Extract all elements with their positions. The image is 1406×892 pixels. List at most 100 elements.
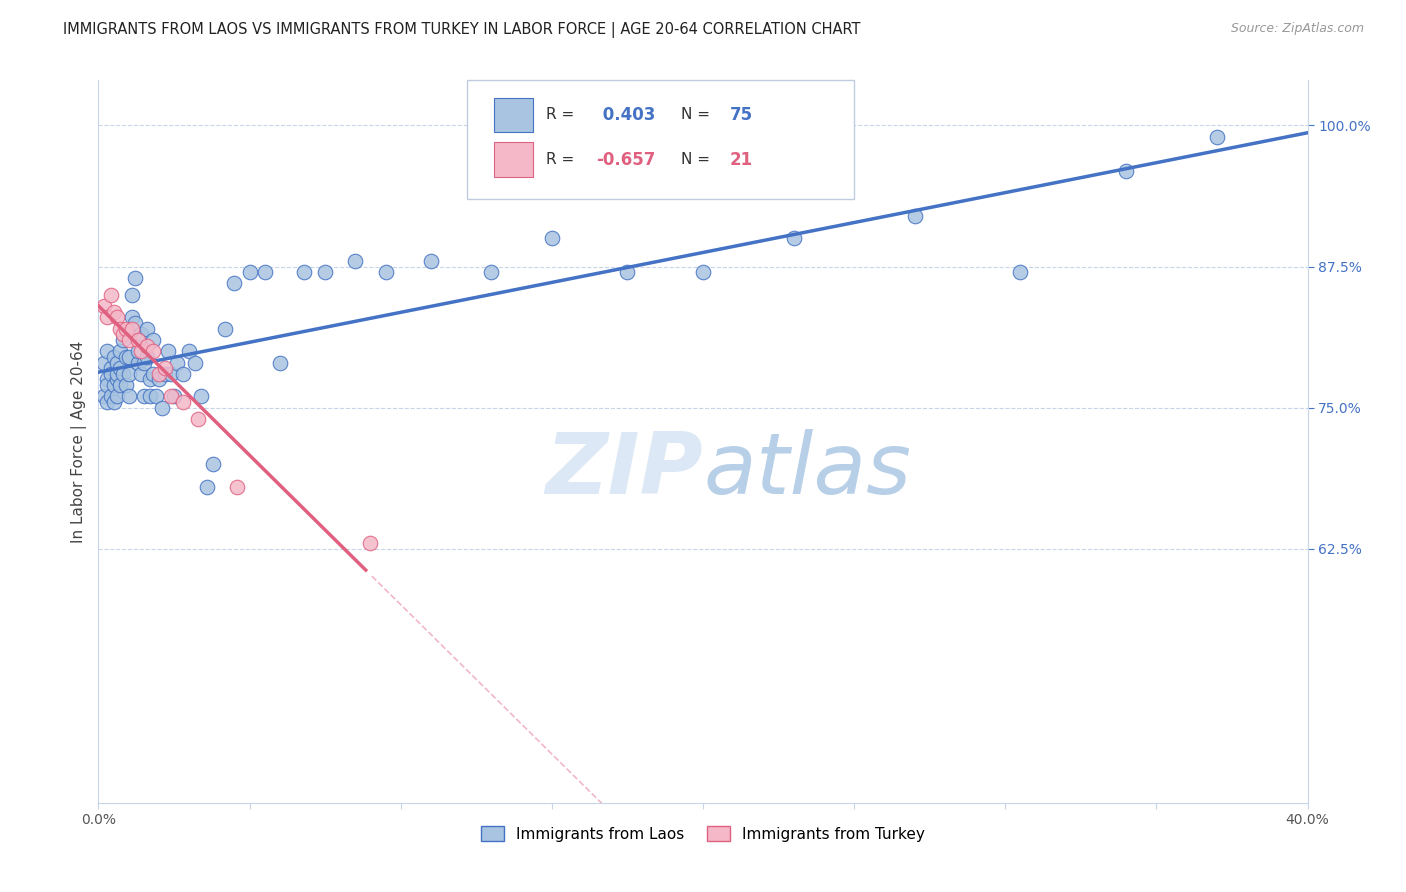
Point bbox=[160, 367, 183, 381]
Point bbox=[132, 355, 155, 369]
Text: 75: 75 bbox=[730, 106, 752, 124]
Legend: Immigrants from Laos, Immigrants from Turkey: Immigrants from Laos, Immigrants from Tu… bbox=[474, 819, 932, 849]
Point bbox=[93, 389, 115, 403]
Point bbox=[420, 253, 443, 268]
Point bbox=[100, 389, 122, 403]
Point bbox=[105, 372, 128, 386]
Point bbox=[214, 321, 236, 335]
Point bbox=[142, 344, 165, 359]
Point bbox=[100, 361, 122, 376]
Text: IMMIGRANTS FROM LAOS VS IMMIGRANTS FROM TURKEY IN LABOR FORCE | AGE 20-64 CORREL: IMMIGRANTS FROM LAOS VS IMMIGRANTS FROM … bbox=[63, 22, 860, 38]
Point bbox=[103, 378, 125, 392]
Point bbox=[253, 265, 276, 279]
Point bbox=[540, 231, 562, 245]
Point bbox=[93, 355, 115, 369]
Point bbox=[150, 401, 173, 415]
Point bbox=[121, 310, 143, 325]
Point bbox=[187, 412, 209, 426]
Point bbox=[124, 316, 146, 330]
Point bbox=[118, 333, 141, 347]
Point bbox=[93, 299, 115, 313]
Point bbox=[111, 367, 134, 381]
Point bbox=[129, 327, 152, 342]
FancyBboxPatch shape bbox=[494, 143, 533, 178]
Point bbox=[108, 344, 131, 359]
Point bbox=[108, 378, 131, 392]
Point bbox=[121, 321, 143, 335]
Point bbox=[129, 344, 152, 359]
Text: N =: N = bbox=[682, 153, 716, 168]
Point bbox=[105, 310, 128, 325]
Point bbox=[127, 355, 149, 369]
Point bbox=[96, 378, 118, 392]
Text: R =: R = bbox=[546, 153, 579, 168]
Point bbox=[139, 389, 162, 403]
Point bbox=[202, 457, 225, 471]
Point bbox=[360, 536, 382, 550]
Point bbox=[314, 265, 336, 279]
Y-axis label: In Labor Force | Age 20-64: In Labor Force | Age 20-64 bbox=[72, 341, 87, 542]
Point bbox=[226, 480, 249, 494]
Point bbox=[269, 355, 291, 369]
Point bbox=[1115, 163, 1137, 178]
Point bbox=[114, 350, 136, 364]
Point bbox=[127, 344, 149, 359]
Point bbox=[145, 389, 167, 403]
FancyBboxPatch shape bbox=[494, 97, 533, 132]
Text: N =: N = bbox=[682, 107, 716, 122]
Point bbox=[121, 287, 143, 301]
Text: 21: 21 bbox=[730, 151, 752, 169]
Point bbox=[105, 389, 128, 403]
Point bbox=[224, 277, 246, 291]
Point bbox=[129, 367, 152, 381]
FancyBboxPatch shape bbox=[467, 80, 855, 200]
Point bbox=[179, 344, 201, 359]
Point bbox=[96, 372, 118, 386]
Point bbox=[100, 367, 122, 381]
Point bbox=[114, 321, 136, 335]
Point bbox=[100, 287, 122, 301]
Point bbox=[172, 367, 194, 381]
Point bbox=[96, 310, 118, 325]
Point bbox=[904, 209, 927, 223]
Point bbox=[195, 480, 218, 494]
Point bbox=[153, 367, 176, 381]
Point bbox=[139, 372, 162, 386]
Point bbox=[142, 367, 165, 381]
Point bbox=[153, 361, 176, 376]
Point bbox=[135, 321, 157, 335]
Point bbox=[783, 231, 806, 245]
Point bbox=[142, 333, 165, 347]
Point bbox=[118, 367, 141, 381]
Point bbox=[132, 389, 155, 403]
Point bbox=[105, 367, 128, 381]
Point bbox=[108, 321, 131, 335]
Point bbox=[135, 338, 157, 352]
Point bbox=[105, 355, 128, 369]
Text: Source: ZipAtlas.com: Source: ZipAtlas.com bbox=[1230, 22, 1364, 36]
Point bbox=[96, 344, 118, 359]
Point bbox=[344, 253, 367, 268]
Point bbox=[135, 350, 157, 364]
Point bbox=[292, 265, 315, 279]
Point bbox=[172, 395, 194, 409]
Text: ZIP: ZIP bbox=[546, 429, 703, 512]
Point bbox=[118, 389, 141, 403]
Point bbox=[190, 389, 212, 403]
Point bbox=[148, 367, 170, 381]
Point bbox=[108, 361, 131, 376]
Point bbox=[127, 333, 149, 347]
Text: -0.657: -0.657 bbox=[596, 151, 657, 169]
Text: atlas: atlas bbox=[703, 429, 911, 512]
Point bbox=[156, 344, 179, 359]
Point bbox=[616, 265, 638, 279]
Point bbox=[103, 350, 125, 364]
Point bbox=[111, 327, 134, 342]
Text: 0.403: 0.403 bbox=[596, 106, 655, 124]
Text: R =: R = bbox=[546, 107, 579, 122]
Point bbox=[124, 270, 146, 285]
Point bbox=[692, 265, 714, 279]
Point bbox=[103, 304, 125, 318]
Point bbox=[114, 378, 136, 392]
Point bbox=[374, 265, 396, 279]
